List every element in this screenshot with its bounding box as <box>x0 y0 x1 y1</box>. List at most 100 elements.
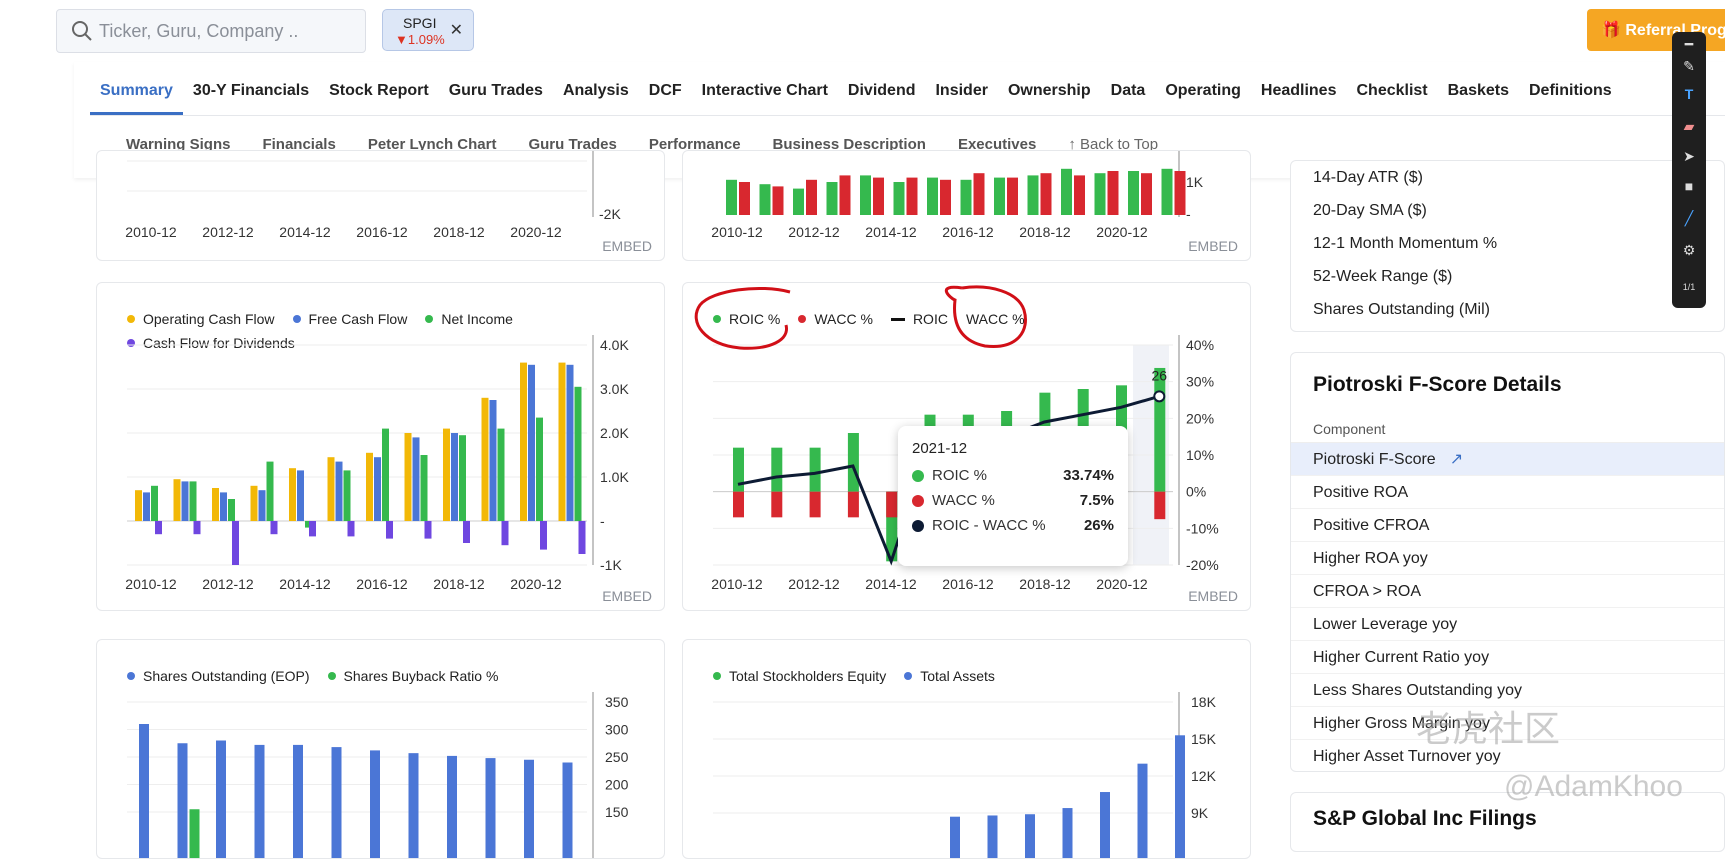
cursor-icon[interactable]: ➤ <box>1681 148 1697 164</box>
bar-cash-flow-for-dividends <box>463 521 470 543</box>
tab-baskets[interactable]: Baskets <box>1438 62 1519 115</box>
tab-dividend[interactable]: Dividend <box>838 62 926 115</box>
x-tick-label: 2012-12 <box>202 576 254 592</box>
close-icon[interactable]: ✕ <box>450 20 463 40</box>
bar-free-cash-flow <box>374 457 381 521</box>
stats-card: 14-Day ATR ($)20-Day SMA ($)12-1 Month M… <box>1290 160 1725 332</box>
tab-dcf[interactable]: DCF <box>639 62 692 115</box>
bar-green <box>1095 173 1106 215</box>
fscore-row[interactable]: Higher Current Ratio yoy <box>1291 641 1724 674</box>
stat-label: 52-Week Range ($) <box>1291 260 1724 293</box>
gear-icon[interactable]: ⚙ <box>1681 242 1697 258</box>
pen-icon[interactable]: ✎ <box>1681 58 1697 74</box>
x-tick-label: 2016-12 <box>356 576 408 592</box>
bar-green <box>1061 169 1072 215</box>
external-link-icon[interactable]: ↗ <box>1450 451 1463 468</box>
eraser-icon[interactable]: ▰ <box>1681 118 1697 134</box>
embed-link[interactable]: EMBED <box>1188 588 1238 604</box>
x-tick-label: 2014-12 <box>865 224 917 240</box>
bar-green <box>1128 171 1139 215</box>
bar-roic <box>771 448 782 492</box>
fscore-row[interactable]: Positive ROA <box>1291 476 1724 509</box>
bar-shares-outstanding <box>178 743 188 859</box>
tooltip-value: 26% <box>1084 517 1114 534</box>
tab-checklist[interactable]: Checklist <box>1346 62 1437 115</box>
fscore-row[interactable]: CFROA > ROA <box>1291 575 1724 608</box>
stat-label: 20-Day SMA ($) <box>1291 194 1724 227</box>
y-tick-label: 1K <box>1186 174 1204 190</box>
embed-link[interactable]: EMBED <box>602 238 652 254</box>
bar-green <box>860 175 871 215</box>
minimize-icon[interactable]: ━ <box>1681 36 1697 52</box>
tab-guru-trades[interactable]: Guru Trades <box>439 62 553 115</box>
card-shares: Shares Outstanding (EOP)Shares Buyback R… <box>96 639 665 859</box>
x-tick-label: 2010-12 <box>125 576 177 592</box>
bar-operating-cash-flow <box>289 468 296 521</box>
ticker-change: ▼1.09% <box>395 32 445 47</box>
tab-headlines[interactable]: Headlines <box>1251 62 1347 115</box>
x-tick-label: 2020-12 <box>510 576 562 592</box>
x-tick-label: 2014-12 <box>279 224 331 240</box>
series-dot <box>912 495 924 507</box>
bar-total-assets <box>950 817 960 859</box>
bar-shares-outstanding <box>447 756 457 859</box>
bar-free-cash-flow <box>490 400 497 521</box>
bar-net-income <box>344 470 351 521</box>
x-tick-label: 2010-12 <box>711 576 763 592</box>
tab-insider[interactable]: Insider <box>925 62 997 115</box>
bar-net-income <box>151 486 158 521</box>
y-tick-label: - <box>1186 206 1191 222</box>
tooltip-label: ROIC - WACC % <box>932 517 1046 534</box>
tab-analysis[interactable]: Analysis <box>553 62 639 115</box>
tooltip-value: 33.74% <box>1063 467 1114 484</box>
bar-cash-flow-for-dividends <box>386 521 393 539</box>
bar-net-income <box>228 499 235 521</box>
tab-operating[interactable]: Operating <box>1155 62 1251 115</box>
bar-shares-outstanding <box>255 745 265 859</box>
bar-shares-outstanding <box>332 747 342 859</box>
tab-30-y-financials[interactable]: 30-Y Financials <box>183 62 319 115</box>
line-icon[interactable]: ╱ <box>1681 210 1697 226</box>
tab-summary[interactable]: Summary <box>90 62 183 115</box>
bar-red <box>907 178 918 215</box>
tab-data[interactable]: Data <box>1101 62 1156 115</box>
y-tick-label: 20% <box>1186 410 1214 426</box>
bar-total-assets <box>1175 735 1185 859</box>
bar-shares-outstanding <box>486 758 496 859</box>
x-tick-label: 2016-12 <box>356 224 408 240</box>
bar-operating-cash-flow <box>559 363 566 521</box>
y-tick-label: 9K <box>1191 805 1209 821</box>
stat-label: 14-Day ATR ($) <box>1291 161 1724 194</box>
rectangle-icon[interactable]: ■ <box>1681 178 1697 194</box>
tooltip-row: ROIC %33.74% <box>912 467 1114 484</box>
bar-operating-cash-flow <box>212 488 219 521</box>
bar-wacc <box>848 492 859 518</box>
bar-red <box>974 173 985 215</box>
y-tick-label: -1K <box>600 557 622 573</box>
tab-stock-report[interactable]: Stock Report <box>319 62 439 115</box>
fscore-row[interactable]: Piotroski F-Score↗ <box>1291 443 1724 476</box>
y-tick-label: -2K <box>599 206 621 222</box>
tab-definitions[interactable]: Definitions <box>1519 62 1622 115</box>
bar-cash-flow-for-dividends <box>579 521 586 554</box>
x-tick-label: 2016-12 <box>942 224 994 240</box>
fscore-row[interactable]: Lower Leverage yoy <box>1291 608 1724 641</box>
fscore-row[interactable]: Positive CFROA <box>1291 509 1724 542</box>
bar-operating-cash-flow <box>135 490 142 521</box>
embed-link[interactable]: EMBED <box>602 588 652 604</box>
ticker-chip[interactable]: SPGI ▼1.09% ✕ <box>382 9 474 51</box>
fscore-row[interactable]: Higher ROA yoy <box>1291 542 1724 575</box>
bar-free-cash-flow <box>451 433 458 521</box>
fscore-header: Component <box>1291 415 1724 443</box>
text-icon[interactable]: T <box>1681 86 1697 102</box>
embed-link[interactable]: EMBED <box>1188 238 1238 254</box>
watermark-handle: @AdamKhoo <box>1504 770 1683 804</box>
top-bar: Ticker, Guru, Company .. SPGI ▼1.09% ✕ 🎁… <box>0 0 1725 62</box>
search-input[interactable]: Ticker, Guru, Company .. <box>56 9 366 53</box>
bar-roic <box>848 433 859 492</box>
tab-ownership[interactable]: Ownership <box>998 62 1101 115</box>
tab-interactive-chart[interactable]: Interactive Chart <box>692 62 838 115</box>
bar-operating-cash-flow <box>174 479 181 521</box>
